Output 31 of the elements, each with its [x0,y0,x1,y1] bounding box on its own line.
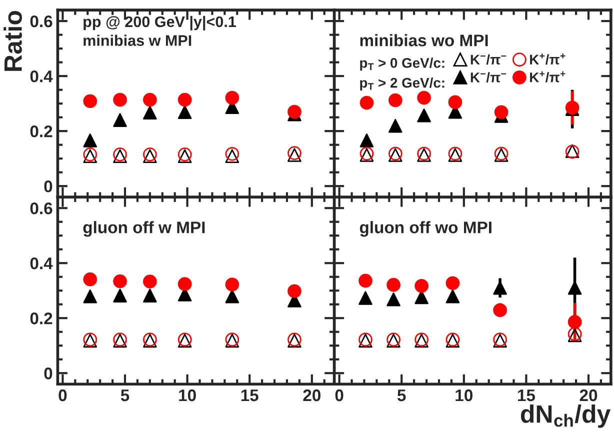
y-tick-label: 0.2 [30,312,52,324]
annotation: p$_{T}$ > 2 GeV/c: [360,78,444,90]
legend-label: K$^{−}$/π$^{−}$ [470,72,506,82]
x-tick-label: 10 [179,389,196,402]
annotation: gluon off w MPI [83,221,205,237]
annotation: minibias w MPI [84,34,192,46]
annotation: p$_{T}$ > 0 GeV/c: [360,58,444,71]
x-tick-label: 15 [241,390,258,402]
x-tick-label: 0 [58,389,67,402]
legend-label: K$^{−}$/π$^{−}$ [470,54,506,65]
x-axis-title: dN$_{ch}$/dy [520,404,611,428]
annotation: pp @ 200 GeV |y|<0.1 [84,16,236,30]
annotation: minibias wo MPI [360,34,488,46]
annotation: gluon off wo MPI [360,221,492,237]
x-tick-label: 15 [518,390,536,402]
y-axis-title: Ratio [4,11,22,71]
legend-label: K$^{+}$/π$^{+}$ [530,71,566,82]
y-tick-label: 0.2 [30,125,52,138]
x-tick-label: 5 [120,390,130,402]
y-tick-label: 0 [44,368,52,380]
y-tick-label: 0 [44,180,52,192]
y-tick-label: 0.6 [30,15,52,28]
x-tick-label: 5 [397,390,406,402]
legend-label: K$^{+}$/π$^{+}$ [530,53,566,65]
y-tick-label: 0.4 [30,258,53,270]
x-tick-label: 20 [303,389,320,402]
x-tick-label: 20 [580,389,598,402]
y-tick-label: 0.6 [30,202,52,214]
y-tick-label: 0.4 [30,70,53,82]
x-tick-label: 0 [335,389,344,402]
x-tick-label: 10 [456,389,472,402]
